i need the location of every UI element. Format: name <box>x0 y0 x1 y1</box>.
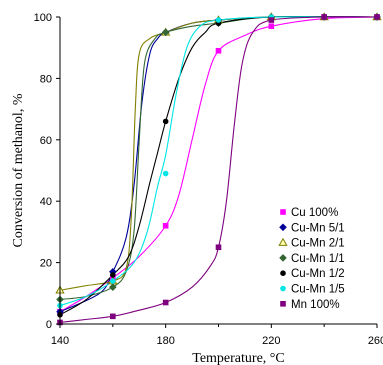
data-point-cu-100 <box>268 23 275 30</box>
legend: Cu 100% Cu-Mn 5/1 Cu-Mn 2/1 Cu-Mn 1/1 Cu-Mn … <box>278 207 345 311</box>
y-tick-label: 20 <box>40 258 52 270</box>
legend-marker <box>280 285 286 292</box>
x-axis-label: Temperature, °C <box>192 351 284 365</box>
legend-label: Cu-Mn 1/1 <box>291 253 345 265</box>
legend-label: Cu-Mn 2/1 <box>291 238 345 250</box>
data-point-mn-100 <box>374 14 380 20</box>
y-tick-label: 0 <box>46 319 52 331</box>
legend-marker <box>280 209 286 215</box>
legend-marker <box>278 237 288 246</box>
legend-marker <box>280 270 286 277</box>
y-tick-label: 100 <box>34 12 52 24</box>
data-point-mn-100 <box>162 299 169 306</box>
data-point-cu-mn-1-1 <box>109 283 117 291</box>
x-tick-label: 260 <box>368 335 383 347</box>
data-point-cu-mn-1-5 <box>110 278 116 284</box>
legend-label: Cu-Mn 1/2 <box>291 268 345 280</box>
data-point-mn-100 <box>110 313 116 320</box>
y-tick-label: 60 <box>40 135 52 147</box>
data-point-mn-100 <box>321 14 327 20</box>
data-point-cu-mn-1-1 <box>161 28 170 37</box>
data-point-cu-100 <box>215 47 222 54</box>
legend-marker <box>279 223 287 232</box>
data-point-mn-100 <box>268 17 275 23</box>
x-tick-label: 180 <box>156 335 174 347</box>
legend-marker <box>280 301 286 307</box>
x-tick-label: 140 <box>51 335 69 347</box>
legend-label: Cu 100% <box>291 207 338 219</box>
data-point-cu-mn-1-5 <box>215 17 222 23</box>
legend-label: Cu-Mn 1/5 <box>291 284 345 296</box>
legend-label: Mn 100% <box>291 299 340 311</box>
y-axis-label: Conversion of methanol, % <box>11 93 26 247</box>
data-point-cu-mn-1-2 <box>110 272 116 278</box>
x-tick-label: 220 <box>262 335 280 347</box>
y-tick-label: 40 <box>40 196 52 208</box>
y-tick-label: 80 <box>40 73 52 85</box>
data-point-cu-mn-1-5 <box>162 170 169 177</box>
tick-labels: 0 20 40 60 80 100 140 180 220 260 <box>34 12 383 347</box>
data-point-cu-100 <box>162 222 169 229</box>
legend-label: Cu-Mn 5/1 <box>291 222 345 234</box>
axes <box>56 16 378 328</box>
legend-marker <box>279 254 287 262</box>
data-point-cu-mn-1-2 <box>162 118 169 125</box>
data-point-mn-100 <box>215 244 222 251</box>
